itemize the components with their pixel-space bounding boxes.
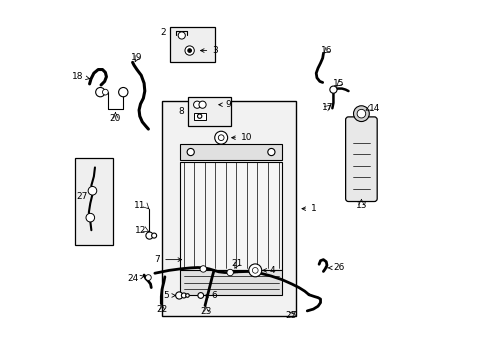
- Circle shape: [218, 135, 224, 140]
- Text: 21: 21: [231, 259, 243, 268]
- Text: 23: 23: [200, 307, 211, 316]
- Circle shape: [187, 148, 194, 156]
- Circle shape: [200, 266, 206, 272]
- Circle shape: [226, 269, 233, 276]
- Circle shape: [175, 292, 183, 299]
- Circle shape: [197, 114, 202, 118]
- Text: 22: 22: [156, 305, 167, 314]
- Circle shape: [119, 87, 128, 97]
- Circle shape: [145, 232, 153, 239]
- Text: 16: 16: [320, 46, 331, 55]
- Bar: [193, 113, 206, 120]
- Circle shape: [187, 49, 191, 52]
- Text: 13: 13: [355, 201, 366, 210]
- FancyBboxPatch shape: [345, 117, 376, 202]
- Bar: [188, 97, 230, 126]
- Text: 14: 14: [368, 104, 380, 113]
- Text: 6: 6: [204, 291, 217, 300]
- Text: 24: 24: [127, 274, 144, 283]
- Text: 12: 12: [134, 226, 145, 235]
- Text: 9: 9: [218, 100, 231, 109]
- Circle shape: [151, 233, 156, 238]
- Bar: [180, 144, 282, 160]
- Text: 4: 4: [263, 266, 275, 275]
- Text: 25: 25: [285, 311, 296, 320]
- Text: 3: 3: [200, 46, 218, 55]
- Circle shape: [185, 294, 189, 297]
- Text: 10: 10: [231, 133, 252, 142]
- Circle shape: [198, 293, 203, 298]
- Circle shape: [252, 267, 258, 273]
- Circle shape: [248, 264, 261, 277]
- Text: 7: 7: [154, 255, 181, 264]
- Text: 15: 15: [332, 80, 344, 89]
- Text: 2: 2: [160, 28, 165, 37]
- Circle shape: [96, 87, 105, 97]
- Circle shape: [329, 86, 336, 93]
- Circle shape: [193, 101, 201, 108]
- Circle shape: [88, 186, 97, 195]
- Circle shape: [178, 32, 185, 39]
- Bar: [180, 162, 282, 270]
- Circle shape: [184, 46, 194, 55]
- Circle shape: [356, 109, 365, 118]
- Text: 18: 18: [72, 72, 89, 81]
- Bar: [180, 270, 282, 295]
- Circle shape: [86, 213, 94, 222]
- Text: 1: 1: [302, 204, 316, 213]
- Text: 27: 27: [76, 192, 87, 201]
- Text: 8: 8: [179, 107, 184, 116]
- Circle shape: [214, 131, 227, 144]
- Bar: [169, 27, 214, 62]
- Bar: [75, 158, 113, 244]
- Circle shape: [145, 275, 151, 280]
- Text: 19: 19: [131, 53, 142, 62]
- Circle shape: [102, 89, 108, 95]
- Circle shape: [181, 293, 186, 298]
- Text: 5: 5: [163, 291, 175, 300]
- Circle shape: [199, 101, 206, 108]
- Text: 20: 20: [109, 114, 121, 123]
- Text: 11: 11: [134, 201, 145, 210]
- Circle shape: [353, 106, 368, 122]
- Text: 17: 17: [321, 103, 333, 112]
- Circle shape: [267, 148, 274, 156]
- Text: 26: 26: [327, 264, 344, 273]
- Bar: [162, 101, 296, 316]
